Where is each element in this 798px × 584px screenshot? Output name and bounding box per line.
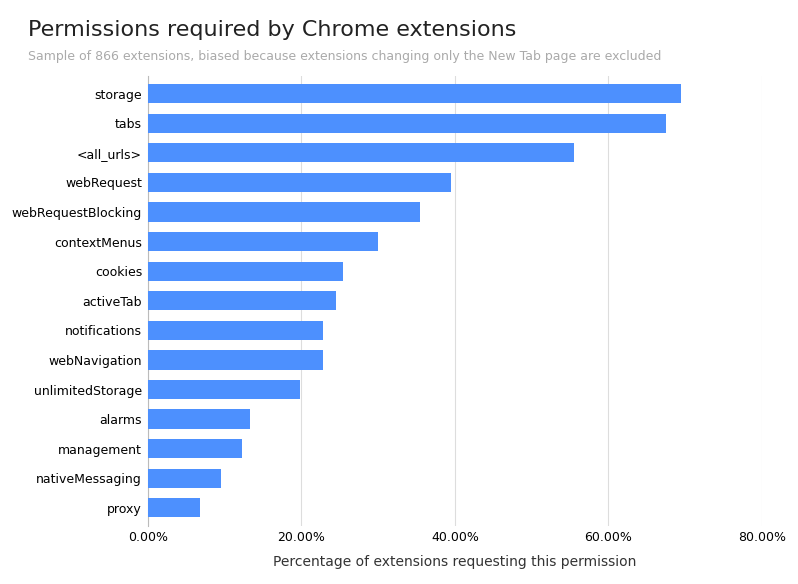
Bar bbox=[148, 350, 322, 370]
Bar bbox=[148, 203, 421, 221]
Bar bbox=[148, 468, 220, 488]
Text: Sample of 866 extensions, biased because extensions changing only the New Tab pa: Sample of 866 extensions, biased because… bbox=[28, 50, 662, 62]
Bar bbox=[148, 262, 343, 281]
Bar bbox=[148, 439, 242, 458]
Bar bbox=[148, 114, 666, 133]
Bar bbox=[148, 173, 451, 192]
Bar bbox=[148, 232, 378, 251]
Bar bbox=[148, 380, 300, 399]
X-axis label: Percentage of extensions requesting this permission: Percentage of extensions requesting this… bbox=[273, 555, 637, 569]
Bar bbox=[148, 291, 336, 310]
Bar bbox=[148, 498, 200, 517]
Bar bbox=[148, 84, 681, 103]
Bar bbox=[148, 143, 574, 162]
Bar bbox=[148, 409, 250, 429]
Text: Permissions required by Chrome extensions: Permissions required by Chrome extension… bbox=[28, 20, 516, 40]
Bar bbox=[148, 321, 322, 340]
